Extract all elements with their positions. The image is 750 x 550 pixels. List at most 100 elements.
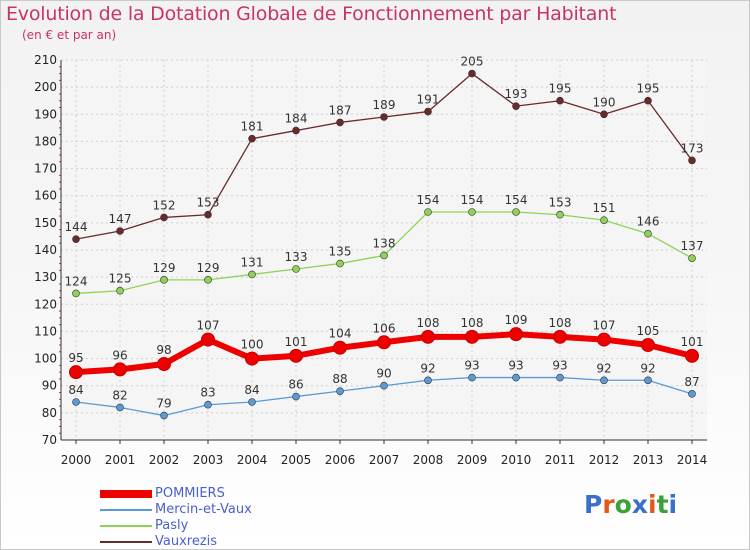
data-point [336, 259, 344, 268]
data-point [116, 286, 124, 295]
data-point [688, 156, 696, 165]
data-point [465, 329, 479, 344]
data-label: 109 [505, 313, 528, 327]
y-tick-label: 170 [34, 162, 57, 176]
data-label: 92 [420, 361, 435, 375]
data-point [556, 373, 564, 382]
data-point [72, 235, 80, 243]
data-point [512, 208, 520, 216]
logo-letter: t [656, 490, 669, 519]
data-label: 129 [153, 261, 176, 275]
data-label: 104 [329, 327, 352, 341]
data-point [688, 390, 696, 398]
data-label: 153 [197, 196, 220, 210]
x-tick-label: 2004 [237, 453, 268, 467]
chart-subtitle: (en € et par an) [22, 28, 117, 42]
data-label: 154 [417, 193, 440, 207]
data-point [333, 340, 347, 355]
data-label: 106 [373, 321, 396, 335]
data-label: 107 [593, 319, 616, 333]
data-point [600, 110, 608, 119]
data-point [72, 289, 80, 298]
x-tick-label: 2013 [633, 453, 664, 467]
data-point [157, 357, 171, 371]
y-tick-label: 70 [42, 433, 57, 447]
x-tick-label: 2007 [369, 453, 400, 467]
data-label: 190 [593, 95, 616, 109]
data-label: 93 [552, 359, 567, 373]
data-label: 181 [241, 120, 264, 134]
data-label: 184 [285, 112, 308, 126]
x-tick-label: 2014 [677, 453, 708, 467]
data-point [245, 351, 259, 366]
y-tick-label: 190 [34, 107, 57, 121]
data-label: 87 [684, 375, 699, 389]
y-tick-label: 130 [34, 270, 57, 284]
data-point [160, 213, 168, 222]
data-point [424, 208, 432, 216]
data-point [556, 96, 564, 105]
logo-letter: r [602, 490, 615, 519]
legend-label: Vauxrezis [155, 534, 218, 549]
data-label: 191 [417, 93, 440, 107]
data-label: 95 [68, 351, 83, 365]
data-label: 154 [505, 193, 528, 207]
data-label: 153 [549, 196, 572, 210]
data-point [377, 335, 391, 350]
data-label: 82 [112, 388, 127, 402]
data-label: 92 [640, 361, 655, 375]
data-point [204, 400, 212, 409]
data-label: 125 [109, 272, 132, 286]
x-tick-label: 2003 [193, 453, 224, 467]
data-point [113, 362, 127, 377]
y-tick-label: 90 [42, 379, 57, 393]
data-point [292, 392, 300, 401]
y-tick-label: 200 [34, 80, 57, 94]
data-point [204, 210, 212, 219]
data-point [468, 208, 476, 216]
data-point [424, 376, 432, 385]
data-point [380, 381, 388, 390]
data-label: 79 [156, 397, 171, 411]
data-label: 173 [681, 141, 704, 155]
data-point [248, 398, 256, 406]
y-tick-label: 140 [34, 243, 57, 257]
data-point [468, 373, 476, 382]
data-point [468, 69, 476, 78]
data-point [644, 229, 652, 238]
data-label: 93 [464, 359, 479, 373]
y-tick-label: 210 [34, 53, 57, 67]
y-tick-label: 180 [34, 134, 57, 148]
data-point [72, 398, 80, 406]
data-point [380, 113, 388, 121]
y-tick-label: 100 [34, 352, 57, 366]
data-label: 96 [112, 348, 127, 362]
data-label: 138 [373, 236, 396, 250]
logo-letter: x [631, 490, 648, 519]
data-point [160, 411, 168, 420]
data-point [556, 210, 564, 219]
data-label: 187 [329, 103, 352, 117]
data-label: 135 [329, 245, 352, 259]
data-label: 133 [285, 250, 308, 264]
y-tick-label: 150 [34, 216, 57, 230]
data-point [116, 227, 124, 235]
data-label: 101 [285, 335, 308, 349]
data-label: 84 [68, 383, 83, 397]
x-tick-label: 2010 [501, 453, 532, 467]
data-label: 124 [65, 274, 88, 288]
legend-label: POMMIERS [155, 486, 225, 501]
x-tick-label: 2001 [105, 453, 136, 467]
data-point [204, 276, 212, 284]
data-label: 86 [288, 378, 303, 392]
data-label: 147 [109, 212, 132, 226]
data-point [248, 134, 256, 143]
data-label: 92 [596, 361, 611, 375]
x-tick-label: 2008 [413, 453, 444, 467]
data-label: 90 [376, 367, 391, 381]
data-point [644, 376, 652, 385]
data-point [600, 376, 608, 385]
data-label: 146 [637, 215, 660, 229]
data-point [336, 387, 344, 395]
